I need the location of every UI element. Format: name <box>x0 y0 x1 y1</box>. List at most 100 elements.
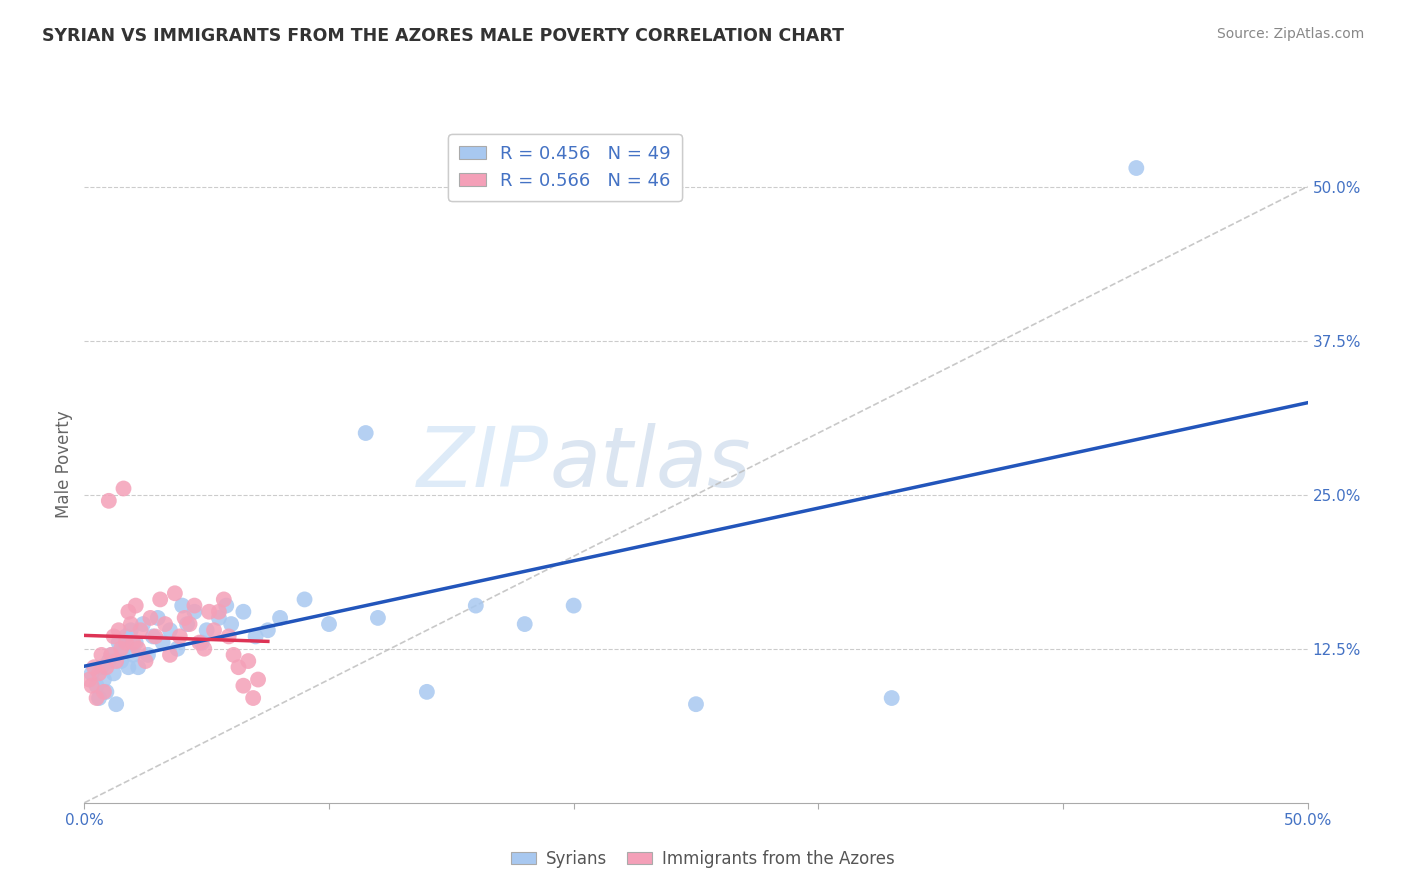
Point <box>188 635 211 649</box>
Point <box>202 624 225 638</box>
Point <box>117 605 139 619</box>
Point <box>159 648 181 662</box>
Point <box>247 673 270 687</box>
Point <box>127 660 149 674</box>
Point <box>245 629 267 643</box>
Text: Source: ZipAtlas.com: Source: ZipAtlas.com <box>1216 27 1364 41</box>
Point <box>96 685 118 699</box>
Point <box>880 691 903 706</box>
Point <box>103 666 125 681</box>
Point <box>90 648 112 662</box>
Point <box>208 605 231 619</box>
Point <box>152 635 174 649</box>
Point <box>90 660 112 674</box>
Point <box>198 605 221 619</box>
Point <box>129 624 152 638</box>
Point <box>163 586 186 600</box>
Point <box>96 660 118 674</box>
Point <box>100 648 122 662</box>
Point <box>176 617 198 632</box>
Point <box>222 648 245 662</box>
Text: SYRIAN VS IMMIGRANTS FROM THE AZORES MALE POVERTY CORRELATION CHART: SYRIAN VS IMMIGRANTS FROM THE AZORES MAL… <box>42 27 844 45</box>
Point <box>86 691 108 706</box>
Point <box>112 641 135 656</box>
Point <box>562 599 585 613</box>
Point <box>105 697 128 711</box>
Point <box>122 648 145 662</box>
Point <box>132 617 155 632</box>
Legend: Syrians, Immigrants from the Azores: Syrians, Immigrants from the Azores <box>505 844 901 875</box>
Point <box>208 611 231 625</box>
Point <box>179 617 201 632</box>
Point <box>139 611 162 625</box>
Point <box>166 641 188 656</box>
Point <box>117 660 139 674</box>
Point <box>232 605 254 619</box>
Legend: R = 0.456   N = 49, R = 0.566   N = 46: R = 0.456 N = 49, R = 0.566 N = 46 <box>449 134 682 201</box>
Point <box>97 654 120 668</box>
Point <box>238 654 260 668</box>
Point <box>318 617 340 632</box>
Point <box>193 641 215 656</box>
Point <box>100 648 122 662</box>
Point <box>195 624 218 638</box>
Point <box>122 635 145 649</box>
Point <box>115 629 138 643</box>
Point <box>87 691 110 706</box>
Point <box>143 629 166 643</box>
Point <box>112 482 135 496</box>
Point <box>1125 161 1147 175</box>
Point <box>294 592 316 607</box>
Point <box>242 691 264 706</box>
Point <box>80 666 103 681</box>
Point <box>127 641 149 656</box>
Point <box>125 635 148 649</box>
Point <box>110 641 132 656</box>
Point <box>172 599 194 613</box>
Point <box>107 635 129 649</box>
Text: ZIP: ZIP <box>418 424 550 504</box>
Point <box>215 599 238 613</box>
Point <box>354 425 377 440</box>
Point <box>685 697 707 711</box>
Point <box>125 599 148 613</box>
Point <box>232 679 254 693</box>
Point <box>136 648 159 662</box>
Point <box>257 624 280 638</box>
Point <box>77 673 100 687</box>
Point <box>135 654 157 668</box>
Point <box>120 617 142 632</box>
Point <box>159 624 181 638</box>
Point <box>86 679 108 693</box>
Text: atlas: atlas <box>550 424 751 504</box>
Point <box>218 629 240 643</box>
Point <box>464 599 486 613</box>
Point <box>416 685 439 699</box>
Point <box>183 605 205 619</box>
Point <box>87 666 110 681</box>
Point <box>169 629 191 643</box>
Point <box>183 599 205 613</box>
Point <box>513 617 536 632</box>
Point <box>103 629 125 643</box>
Point <box>367 611 389 625</box>
Point <box>105 654 128 668</box>
Point <box>97 493 120 508</box>
Point <box>212 592 235 607</box>
Point <box>110 654 132 668</box>
Point <box>93 673 115 687</box>
Point <box>80 679 103 693</box>
Point <box>142 629 165 643</box>
Point <box>146 611 169 625</box>
Point <box>219 617 242 632</box>
Point <box>120 624 142 638</box>
Point <box>93 685 115 699</box>
Point <box>83 660 105 674</box>
Point <box>107 624 129 638</box>
Point <box>191 635 214 649</box>
Point <box>149 592 172 607</box>
Point <box>269 611 291 625</box>
Point <box>115 635 138 649</box>
Point <box>173 611 195 625</box>
Y-axis label: Male Poverty: Male Poverty <box>55 410 73 517</box>
